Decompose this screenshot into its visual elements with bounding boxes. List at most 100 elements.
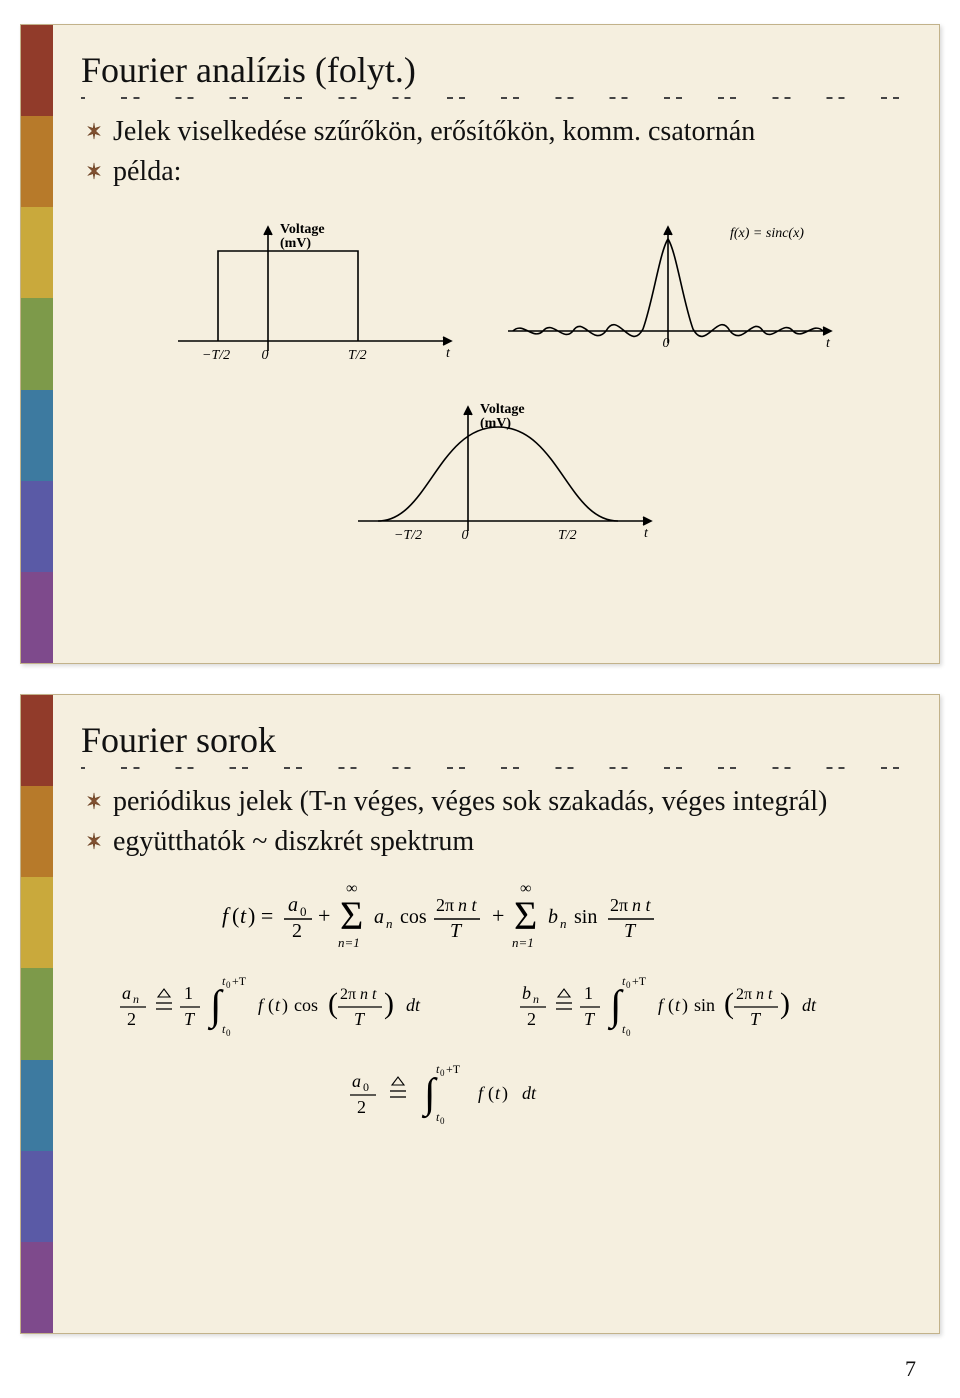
svg-text:2π: 2π (736, 986, 752, 1003)
svg-text:t: t (495, 1083, 501, 1103)
slide-content: Fourier analízis (folyt.) Jelek viselked… (21, 25, 939, 579)
svg-text:2π: 2π (610, 895, 628, 915)
svg-text:1: 1 (584, 983, 593, 1003)
svg-text:0: 0 (626, 1028, 631, 1038)
formula-a0: a0 2 ∫ t0+T t0 f(t) dt (348, 1057, 648, 1129)
svg-text:a: a (352, 1071, 361, 1091)
slide-fourier-sorok: Fourier sorok periódikus jelek (T-n vége… (20, 694, 940, 1334)
ribbon-segment (21, 390, 53, 481)
svg-text:0: 0 (440, 1068, 445, 1078)
figure-gaussian: Voltage (mV) t −T/2 0 T/2 (338, 391, 658, 561)
figure-label: f(x) = sinc(x) (730, 226, 804, 241)
formula-series: f ( t ) = a0 2 + Σ ∞ n=1 an cos 2πn t (218, 879, 778, 953)
tick-label: T/2 (348, 348, 367, 363)
slide-ribbon (21, 695, 53, 1333)
svg-text:sin: sin (574, 906, 597, 928)
svg-text:0: 0 (226, 1028, 231, 1038)
title-divider (81, 97, 901, 99)
axis-label: t (826, 336, 831, 351)
bullet-item: Jelek viselkedése szűrőkön, erősítőkön, … (85, 113, 915, 151)
ribbon-segment (21, 572, 53, 663)
svg-text:) =: ) = (248, 903, 273, 928)
svg-text:): ) (502, 1083, 508, 1104)
svg-text:2: 2 (127, 1009, 136, 1029)
bullet-text: Jelek viselkedése szűrőkön, erősítőkön, … (113, 113, 755, 151)
svg-text:+: + (492, 903, 504, 928)
star-bullet-icon (85, 162, 103, 180)
svg-text:T: T (184, 1009, 196, 1029)
axis-label: t (644, 526, 649, 541)
svg-text:0: 0 (300, 904, 307, 919)
svg-text:dt: dt (522, 1083, 537, 1103)
slide-title: Fourier sorok (81, 719, 915, 761)
svg-text:∞: ∞ (520, 880, 531, 897)
svg-text:): ) (384, 987, 394, 1020)
axis-label: Voltage (480, 402, 525, 417)
svg-text:2: 2 (357, 1097, 366, 1117)
tick-label: 0 (462, 528, 469, 543)
svg-text:1: 1 (184, 983, 193, 1003)
svg-text:(: ( (668, 995, 674, 1016)
page-number: 7 (905, 1356, 916, 1382)
svg-text:0: 0 (226, 980, 231, 990)
bullet-text: példa: (113, 153, 181, 191)
svg-text:∞: ∞ (346, 880, 357, 897)
ribbon-segment (21, 1242, 53, 1333)
tick-label: T/2 (558, 528, 577, 543)
figure-rect-pulse: Voltage (mV) t −T/2 0 T/2 (158, 211, 458, 381)
formula-bn: bn 2 1 T ∫ t0+T t0 f(t) (518, 969, 878, 1041)
slide-fourier-analizis: Fourier analízis (folyt.) Jelek viselked… (20, 24, 940, 664)
bullet-item: példa: (85, 153, 915, 191)
svg-text:b: b (548, 906, 558, 928)
svg-text:f: f (478, 1083, 486, 1103)
svg-text:2π: 2π (436, 895, 454, 915)
svg-text:f: f (258, 995, 266, 1015)
svg-text:(: ( (232, 903, 239, 928)
svg-text:+T: +T (232, 974, 247, 988)
axis-label: (mV) (480, 416, 511, 431)
slide-ribbon (21, 25, 53, 663)
svg-text:sin: sin (694, 995, 715, 1015)
axis-label: Voltage (280, 222, 325, 237)
tick-label: −T/2 (394, 528, 422, 543)
bullet-list: Jelek viselkedése szűrőkön, erősítőkön, … (85, 113, 915, 191)
svg-text:2π: 2π (340, 986, 356, 1003)
svg-text:+T: +T (632, 974, 647, 988)
ribbon-segment (21, 207, 53, 298)
slide-title: Fourier analízis (folyt.) (81, 49, 915, 91)
tick-label: 0 (262, 348, 269, 363)
svg-text:t: t (240, 903, 247, 928)
svg-text:T: T (750, 1009, 762, 1029)
ribbon-segment (21, 481, 53, 572)
formula-an: an 2 1 T ∫ t0+T t0 (118, 969, 478, 1041)
axis-label: t (446, 346, 451, 361)
svg-text:n: n (560, 916, 567, 931)
bullet-text: periódikus jelek (T-n véges, véges sok s… (113, 783, 827, 821)
svg-text:cos: cos (400, 906, 427, 928)
svg-text:T: T (584, 1009, 596, 1029)
svg-text:dt: dt (406, 995, 421, 1015)
star-bullet-icon (85, 832, 103, 850)
svg-text:b: b (522, 983, 531, 1003)
svg-text:0: 0 (440, 1116, 445, 1126)
svg-text:t: t (275, 995, 281, 1015)
svg-text:): ) (282, 995, 288, 1016)
page: Fourier analízis (folyt.) Jelek viselked… (0, 0, 960, 1398)
ribbon-segment (21, 786, 53, 877)
svg-text:a: a (122, 983, 131, 1003)
bullet-item: együtthatók ~ diszkrét spektrum (85, 823, 915, 861)
ribbon-segment (21, 877, 53, 968)
ribbon-segment (21, 116, 53, 207)
svg-text:f: f (658, 995, 666, 1015)
svg-text:n t: n t (632, 895, 652, 915)
tick-label: 0 (663, 336, 670, 351)
svg-text:n t: n t (360, 986, 377, 1003)
tick-label: −T/2 (202, 348, 230, 363)
ribbon-segment (21, 1151, 53, 1242)
svg-text:f: f (222, 903, 231, 928)
svg-text:a: a (374, 906, 384, 928)
ribbon-segment (21, 968, 53, 1059)
star-bullet-icon (85, 122, 103, 140)
svg-text:+T: +T (446, 1062, 461, 1076)
bullet-list: periódikus jelek (T-n véges, véges sok s… (85, 783, 915, 861)
